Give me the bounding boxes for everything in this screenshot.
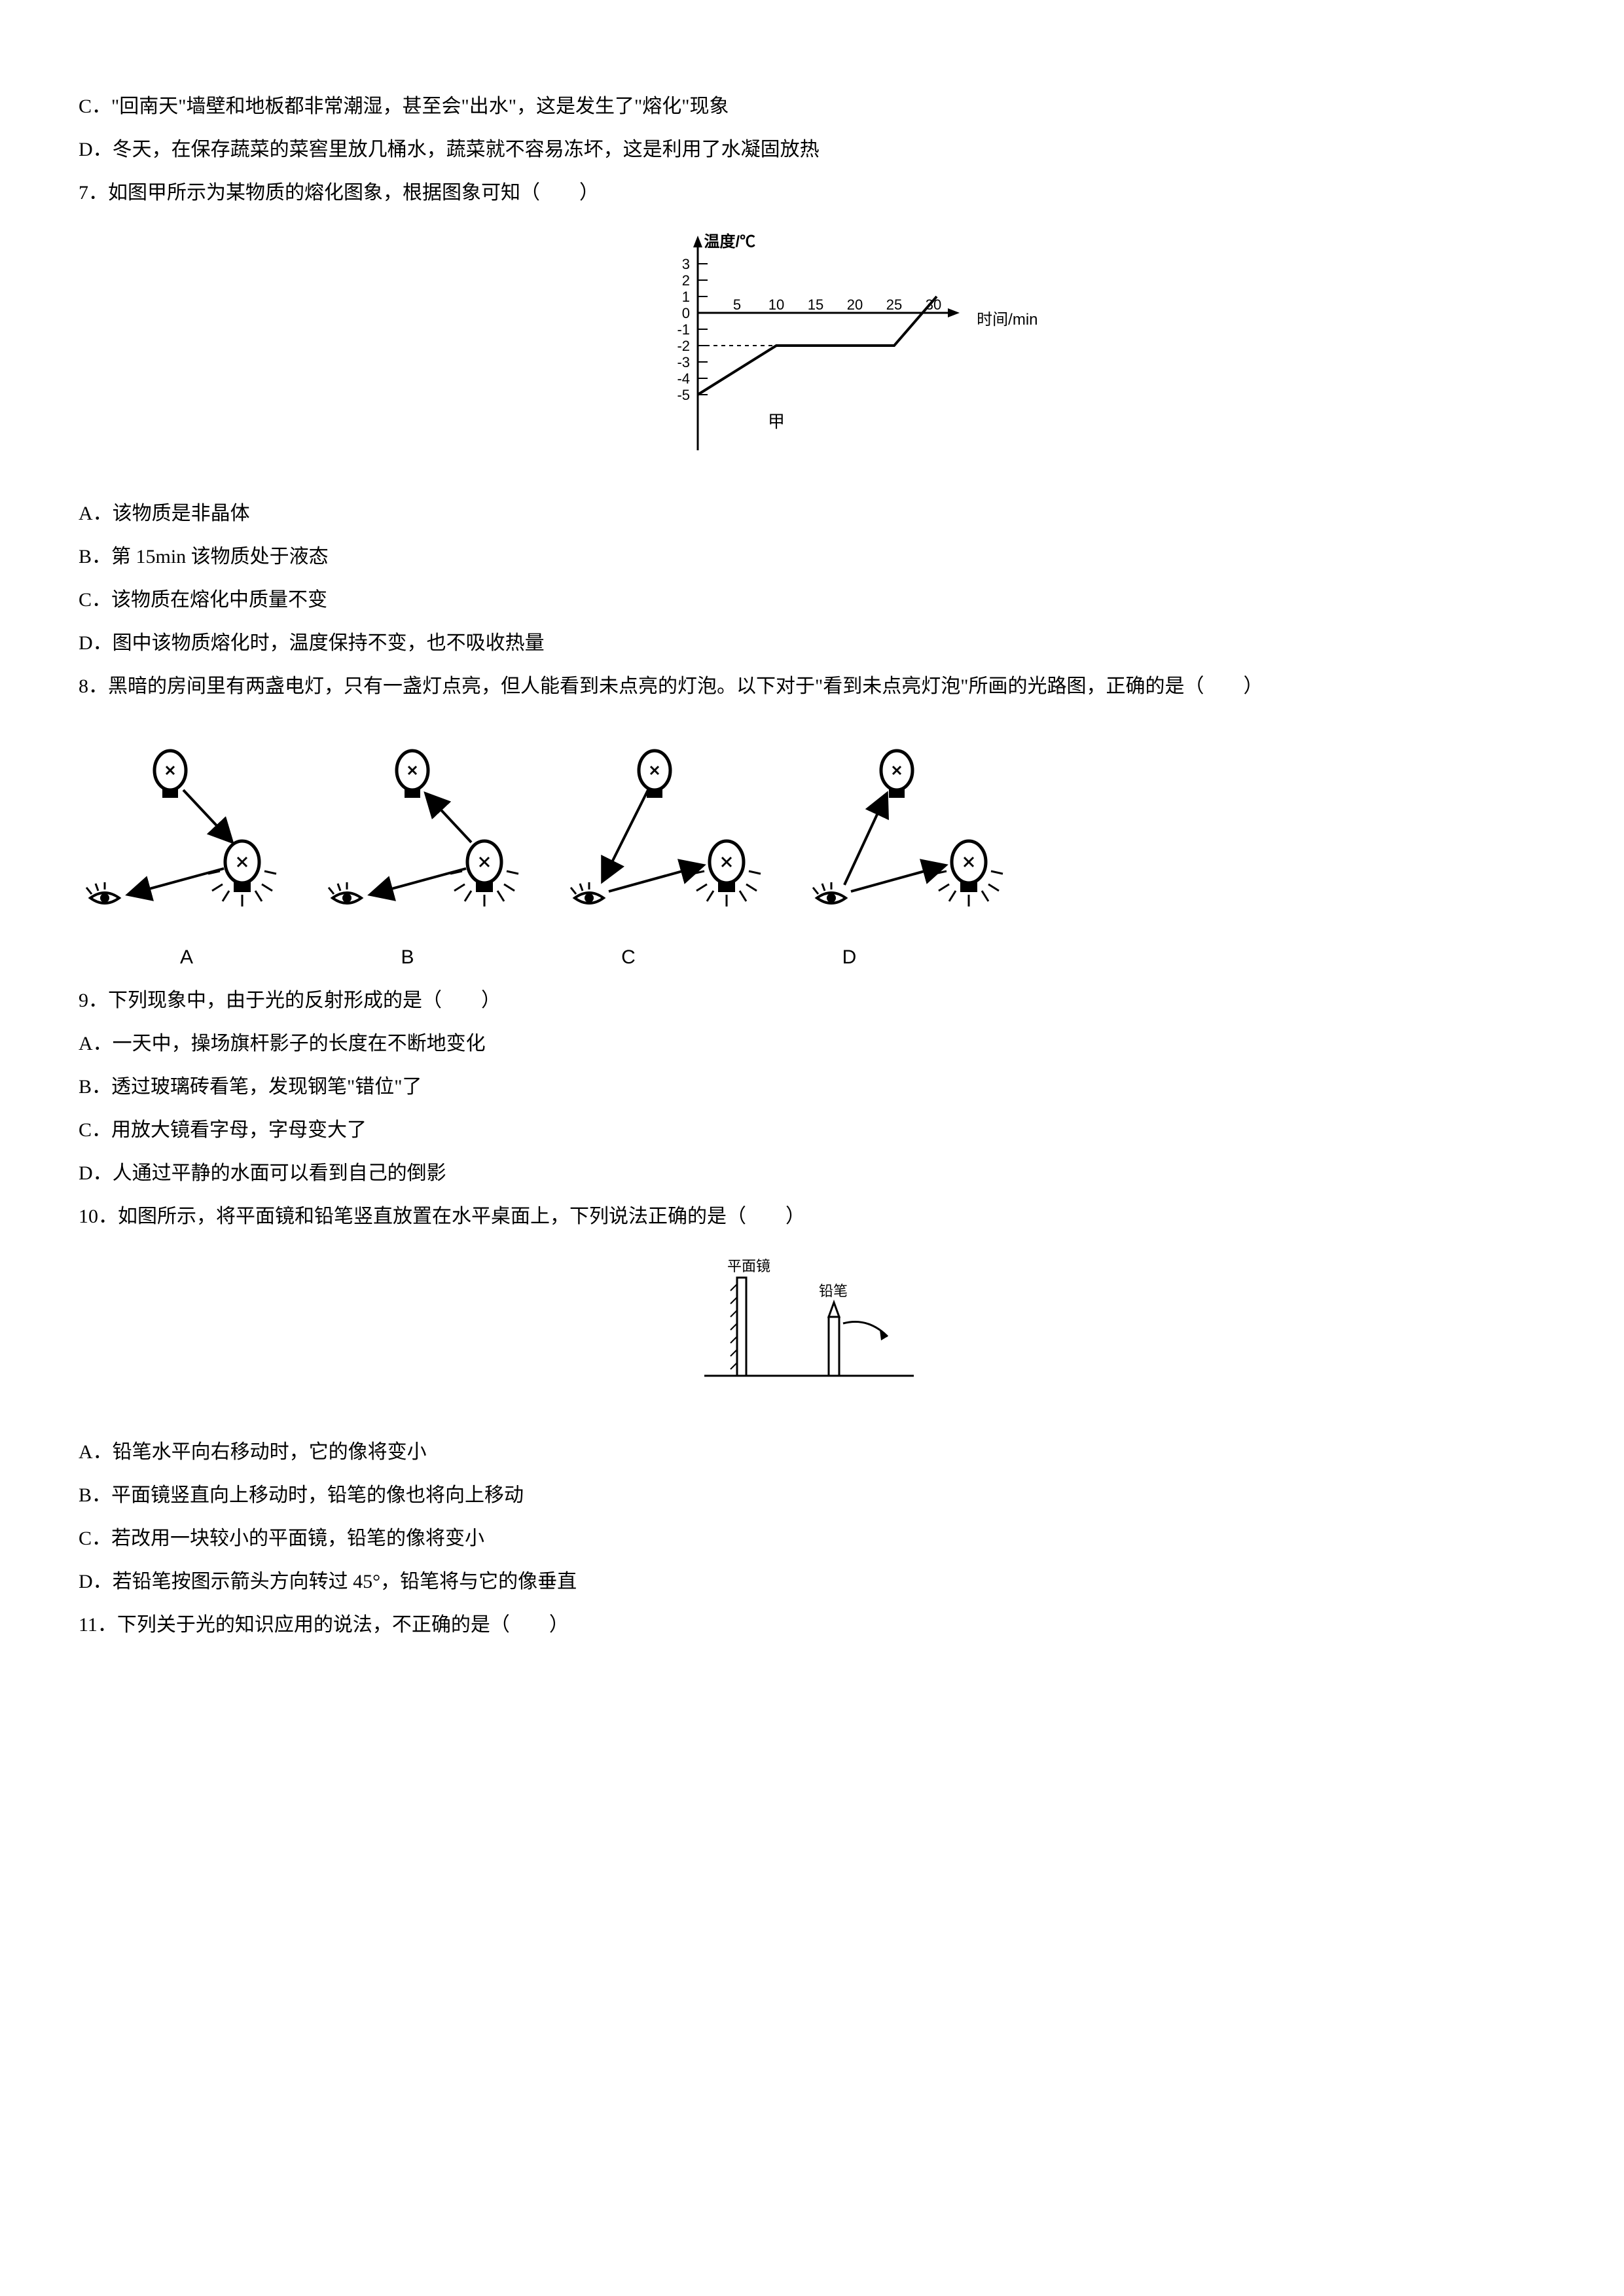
q7-option-c: C．该物质在熔化中质量不变 xyxy=(79,579,1539,622)
q9-option-d: D．人通过平静的水面可以看到自己的倒影 xyxy=(79,1152,1539,1195)
svg-text:20: 20 xyxy=(846,296,862,313)
q7-xlabel: 时间/min xyxy=(977,303,1038,338)
q8-option-d-figure xyxy=(805,734,1021,933)
q10-stem: 10．如图所示，将平面镜和铅笔竖直放置在水平桌面上，下列说法正确的是（ ） xyxy=(79,1195,1539,1238)
q10-option-b: B．平面镜竖直向上移动时，铅笔的像也将向上移动 xyxy=(79,1474,1539,1517)
q9-stem: 9．下列现象中，由于光的反射形成的是（ ） xyxy=(79,979,1539,1022)
svg-text:1: 1 xyxy=(681,289,689,305)
svg-text:-1: -1 xyxy=(677,321,690,338)
q7-ylabel: 温度/℃ xyxy=(704,225,756,260)
svg-text:铅笔: 铅笔 xyxy=(819,1283,848,1299)
q9-option-a: A．一天中，操场旗杆影子的长度在不断地变化 xyxy=(79,1022,1539,1066)
svg-text:5: 5 xyxy=(732,296,740,313)
q8-option-c-figure xyxy=(563,734,779,933)
svg-text:0: 0 xyxy=(681,305,689,321)
svg-text:-4: -4 xyxy=(677,370,690,387)
q8-option-b-figure xyxy=(321,734,537,933)
q8-stem: 8．黑暗的房间里有两盏电灯，只有一盏灯点亮，但人能看到未点亮的灯泡。以下对于"看… xyxy=(79,665,1539,708)
q10-figure: 平面镜 铅笔 xyxy=(79,1251,1539,1411)
q9-option-b: B．透过玻璃砖看笔，发现钢笔"错位"了 xyxy=(79,1066,1539,1109)
q8-option-a-figure xyxy=(79,734,295,933)
q10-option-a: A．铅笔水平向右移动时，它的像将变小 xyxy=(79,1431,1539,1474)
svg-text:-2: -2 xyxy=(677,338,690,354)
svg-text:25: 25 xyxy=(886,296,901,313)
q10-option-d: D．若铅笔按图示箭头方向转过 45°，铅笔将与它的像垂直 xyxy=(79,1560,1539,1604)
q7-option-d: D．图中该物质熔化时，温度保持不变，也不吸收热量 xyxy=(79,622,1539,665)
svg-text:3: 3 xyxy=(681,256,689,272)
q11-stem: 11．下列关于光的知识应用的说法，不正确的是（ ） xyxy=(79,1604,1539,1647)
svg-text:10: 10 xyxy=(768,296,784,313)
q7-figure: 温度/℃ 时间/min 3 2 1 0 -1 -2 -3 -4 -5 xyxy=(79,228,1539,473)
svg-text:甲: 甲 xyxy=(767,412,784,431)
q6-option-c: C．"回南天"墙壁和地板都非常潮湿，甚至会"出水"，这是发生了"熔化"现象 xyxy=(79,85,1539,128)
q8-figure-row xyxy=(79,734,1539,933)
q7-chart-svg: 3 2 1 0 -1 -2 -3 -4 -5 5 10 15 20 25 30 xyxy=(580,228,1038,457)
q9-option-c: C．用放大镜看字母，字母变大了 xyxy=(79,1109,1539,1152)
q8-labels: A B C D xyxy=(79,936,1539,979)
svg-text:15: 15 xyxy=(807,296,823,313)
q7-option-b: B．第 15min 该物质处于液态 xyxy=(79,535,1539,579)
svg-text:平面镜: 平面镜 xyxy=(727,1258,770,1274)
svg-text:-3: -3 xyxy=(677,354,690,370)
q10-option-c: C．若改用一块较小的平面镜，铅笔的像将变小 xyxy=(79,1517,1539,1560)
svg-text:-5: -5 xyxy=(677,387,690,403)
q6-option-d: D．冬天，在保存蔬菜的菜窖里放几桶水，蔬菜就不容易冻坏，这是利用了水凝固放热 xyxy=(79,128,1539,171)
svg-text:2: 2 xyxy=(681,272,689,289)
q7-stem: 7．如图甲所示为某物质的熔化图象，根据图象可知（ ） xyxy=(79,171,1539,215)
q7-option-a: A．该物质是非晶体 xyxy=(79,492,1539,535)
